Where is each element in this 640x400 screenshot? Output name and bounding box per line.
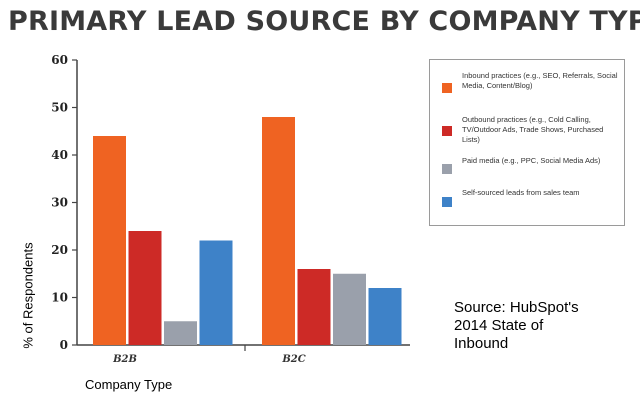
x-axis-label: Company Type — [85, 377, 173, 392]
y-tick-label: 40 — [51, 148, 68, 162]
x-tick-label: B2B — [112, 354, 137, 365]
legend-label-outbound: Outbound practices (e.g., Cold Calling, … — [462, 115, 604, 144]
bar-b2b-paid — [164, 321, 197, 345]
source-note: Source: HubSpot's 2014 State of Inbound — [454, 299, 579, 352]
legend-label-inbound: Inbound practices (e.g., SEO, Referrals,… — [462, 71, 618, 90]
x-tick-label: B2C — [281, 354, 305, 365]
y-tick-label: 10 — [51, 291, 68, 305]
bar-b2c-paid — [333, 273, 366, 345]
legend: Inbound practices (e.g., SEO, Referrals,… — [429, 59, 625, 226]
y-tick-label: 30 — [51, 196, 68, 210]
legend-swatch-outbound — [442, 126, 452, 136]
bar-b2b-inbound — [93, 136, 126, 345]
y-tick-label: 60 — [51, 53, 68, 67]
legend-label-self-sourced: Self-sourced leads from sales team — [462, 188, 580, 197]
legend-swatch-paid — [442, 164, 452, 174]
bar-b2c-outbound — [297, 269, 331, 345]
y-axis-label: % of Respondents — [20, 242, 36, 349]
bar-b2c-self-sourced — [368, 288, 402, 345]
y-tick-label: 0 — [60, 338, 68, 352]
bar-b2b-outbound — [128, 231, 162, 345]
chart-title: PRIMARY LEAD SOURCE BY COMPANY TYPE — [8, 6, 640, 37]
y-tick-label: 50 — [51, 101, 68, 115]
y-tick-label: 20 — [51, 243, 68, 257]
bar-b2b-self-sourced — [199, 240, 233, 345]
bar-b2c-inbound — [262, 117, 295, 345]
legend-swatch-self-sourced — [442, 197, 452, 207]
legend-swatch-inbound — [442, 83, 452, 93]
legend-label-paid: Paid media (e.g., PPC, Social Media Ads) — [462, 156, 601, 165]
